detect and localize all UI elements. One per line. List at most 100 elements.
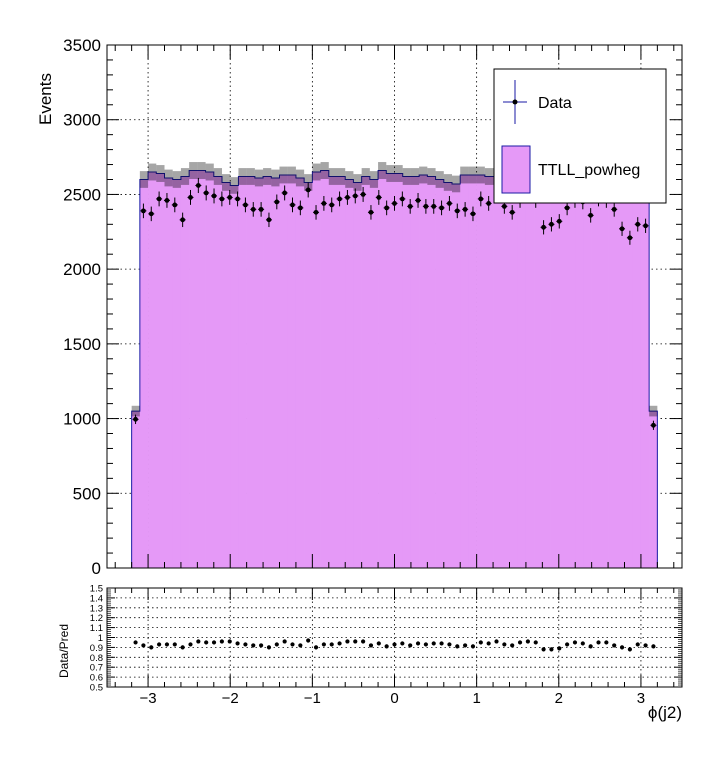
data-point <box>172 202 178 208</box>
mc-bar <box>583 179 592 568</box>
data-point <box>376 195 382 200</box>
mc-uncertainty <box>156 165 165 182</box>
ratio-point <box>565 642 570 647</box>
mc-bar <box>271 177 280 568</box>
mc-bar <box>624 179 634 568</box>
mc-uncertainty <box>139 171 149 188</box>
ratio-point <box>227 639 232 644</box>
data-point <box>258 206 264 212</box>
ratio-y-tick-label: 1.5 <box>90 584 103 595</box>
ratio-point <box>274 642 279 647</box>
mc-bar <box>501 179 510 568</box>
data-point <box>431 203 437 209</box>
ratio-point <box>313 645 319 650</box>
data-point <box>235 196 240 202</box>
ratio-point <box>361 639 366 644</box>
main-y-ticks: 0 500 1000 1500 2000 2500 3000 3500 <box>63 36 682 578</box>
main-y-tick-label: 2000 <box>63 260 101 279</box>
ratio-y-ticks: 0.50.60.70.80.911.11.21.31.41.5 <box>90 584 682 694</box>
ratio-point <box>180 645 185 650</box>
mc-uncertainty <box>649 405 658 417</box>
mc-uncertainty <box>484 168 494 185</box>
mc-uncertainty <box>402 168 411 185</box>
mc-uncertainty <box>410 168 420 185</box>
main-y-tick-label: 1500 <box>63 335 101 354</box>
data-point <box>243 202 248 208</box>
mc-bar <box>435 179 445 568</box>
mc-bar <box>238 176 247 569</box>
data-point <box>635 221 641 227</box>
ratio-point <box>243 642 248 647</box>
mc-bar <box>369 179 379 568</box>
data-point <box>447 200 452 206</box>
mc-bar <box>493 176 502 569</box>
data-point <box>415 198 421 203</box>
mc-uncertainty <box>337 168 346 185</box>
mc-bar <box>386 173 395 568</box>
x-axis-title: ϕ(j2) <box>648 703 682 722</box>
ratio-y-tick-label: 1.4 <box>90 593 103 604</box>
data-point <box>454 208 460 214</box>
ratio-point <box>259 643 264 648</box>
x-tick-label: 0 <box>390 690 398 707</box>
mc-bar <box>197 170 206 568</box>
ratio-point <box>306 638 311 643</box>
data-point <box>321 200 327 206</box>
data-point <box>627 235 633 241</box>
ratio-point <box>149 645 154 650</box>
data-point <box>195 183 201 188</box>
ratio-y-tick-label: 0.8 <box>90 653 103 664</box>
mc-uncertainty <box>312 163 321 181</box>
mc-uncertainty <box>271 169 280 187</box>
mc-bar <box>468 175 477 568</box>
ratio-y-tick-label: 1 <box>98 633 103 644</box>
data-point <box>297 205 303 211</box>
ratio-point <box>596 640 601 645</box>
mc-uncertainty <box>435 171 444 188</box>
ratio-point <box>368 643 374 648</box>
mc-uncertainty <box>328 168 337 185</box>
data-point <box>203 190 209 196</box>
data-point <box>564 205 570 211</box>
ratio-point <box>133 640 138 645</box>
main-y-tick-label: 3500 <box>63 36 101 55</box>
data-point <box>180 217 186 223</box>
mc-bar <box>213 176 223 569</box>
mc-uncertainty <box>427 168 436 185</box>
ratio-point <box>494 639 499 644</box>
mc-bar <box>460 175 469 568</box>
data-point <box>133 416 138 422</box>
data-point <box>305 187 311 193</box>
ratio-point <box>463 643 468 648</box>
data-point <box>392 200 397 206</box>
data-point <box>148 211 154 217</box>
mc-uncertainty <box>287 166 296 184</box>
data-point <box>211 193 217 199</box>
data-point <box>486 200 492 206</box>
data-point <box>266 217 272 223</box>
mc-bar <box>575 179 584 568</box>
data-point <box>470 211 476 217</box>
mc-bar <box>139 179 149 568</box>
ratio-grid <box>107 587 682 688</box>
ratio-point <box>157 642 162 647</box>
mc-bar <box>402 176 412 569</box>
ratio-point <box>141 643 146 648</box>
mc-uncertainty <box>279 166 288 184</box>
mc-bar <box>550 179 560 568</box>
mc-uncertainty <box>361 168 370 185</box>
data-point <box>439 205 444 211</box>
mc-uncertainty <box>419 166 428 184</box>
ratio-point <box>486 641 491 646</box>
ratio-point <box>604 640 609 645</box>
mc-uncertainty <box>246 168 255 185</box>
mc-bar <box>131 411 141 568</box>
mc-bar <box>180 176 190 569</box>
mc-bar <box>254 177 264 568</box>
data-point <box>227 195 233 200</box>
ratio-point <box>431 641 436 646</box>
mc-bar <box>337 176 346 569</box>
data-point <box>337 196 342 202</box>
mc-uncertainty <box>345 171 354 188</box>
data-point <box>651 422 656 428</box>
